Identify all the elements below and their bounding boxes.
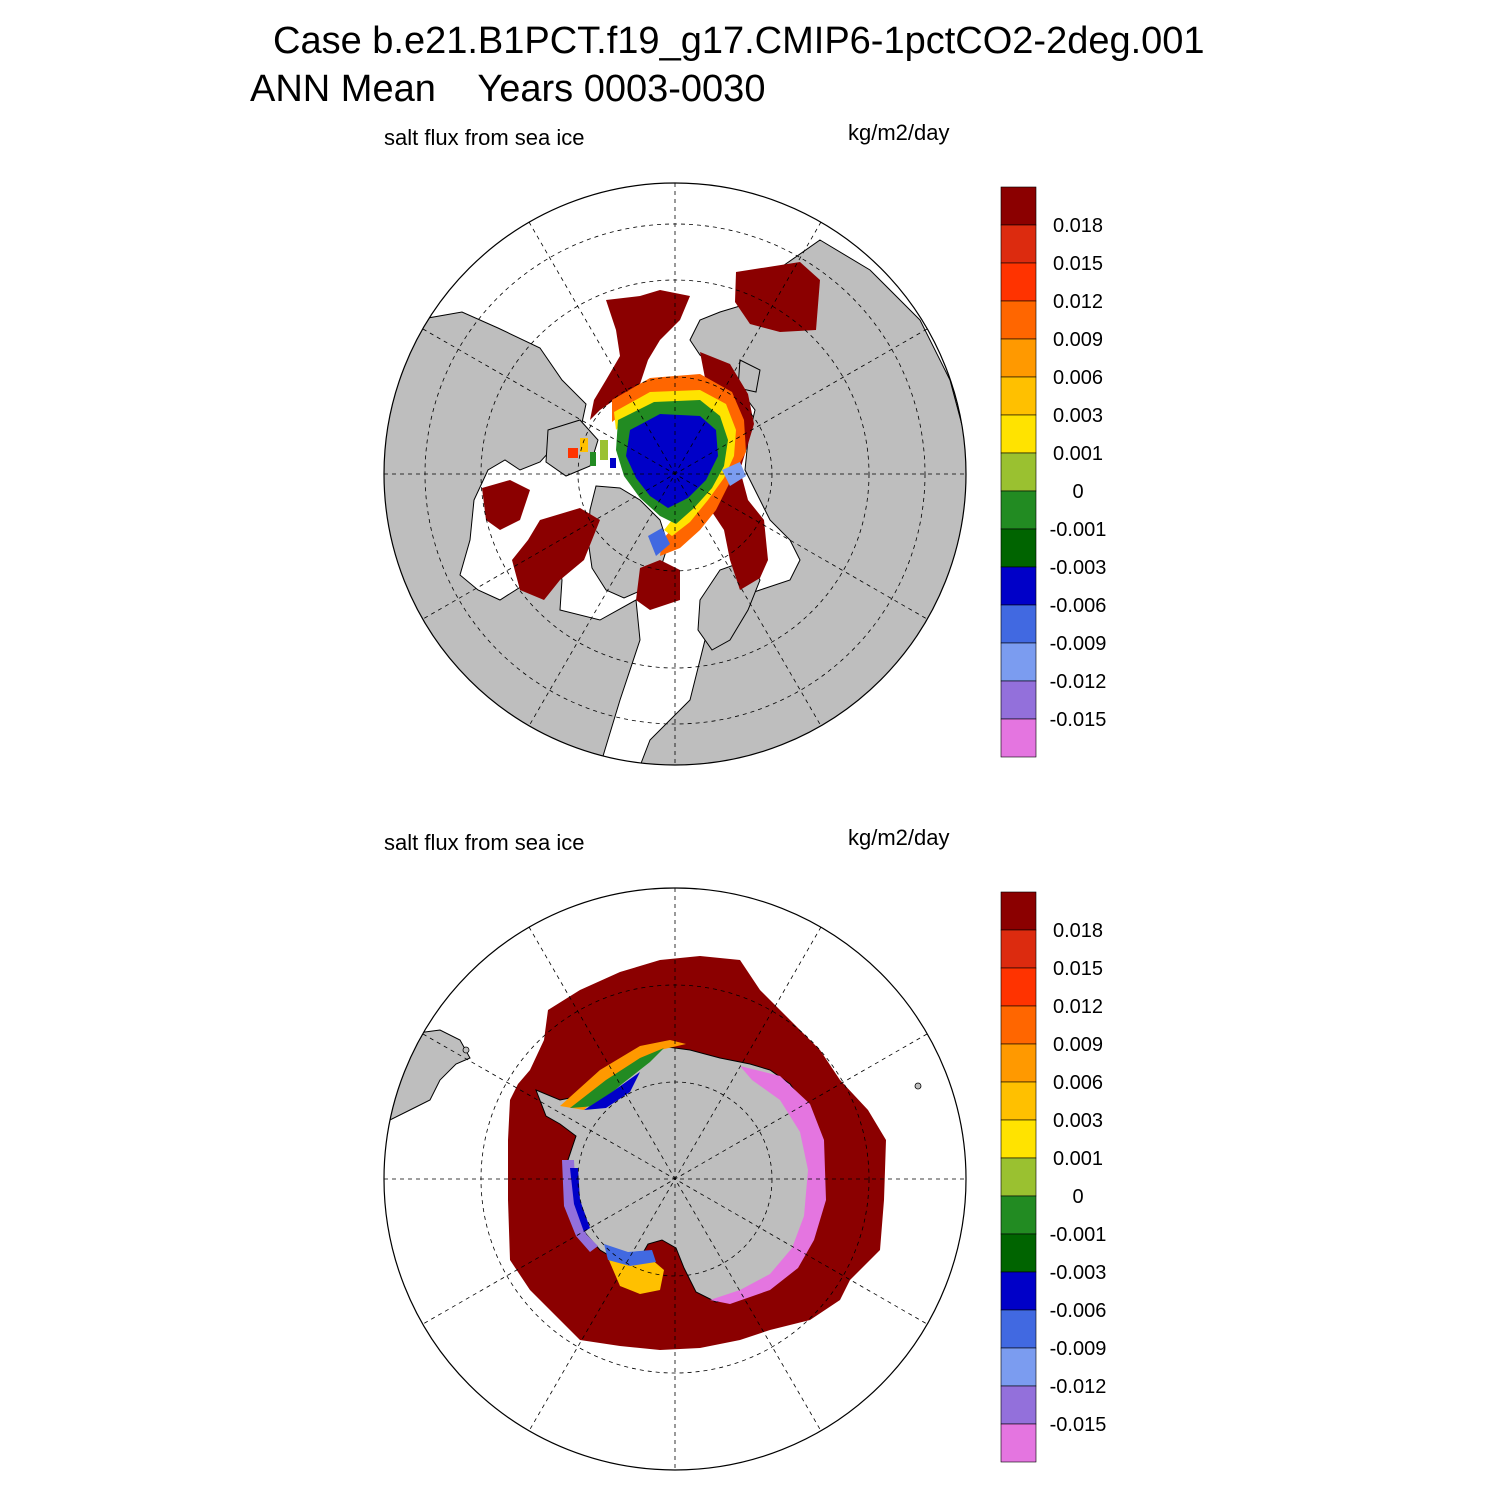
south-flux-weddell-green — [570, 1048, 664, 1108]
north-colorbar-tick-label: -0.009 — [1050, 633, 1107, 655]
north-colorbar-tick-label: -0.003 — [1050, 557, 1107, 579]
north-colorbar-swatch — [1000, 528, 1037, 568]
north-colorbar-tick-label: -0.012 — [1050, 671, 1107, 693]
south-colorbar-swatch — [1000, 1233, 1037, 1273]
north-colorbar-swatch — [1000, 414, 1037, 454]
south-panel-units-label: kg/m2/day — [848, 825, 950, 850]
south-colorbar-swatch — [1000, 1347, 1037, 1387]
north-colorbar-tick-label: 0.012 — [1053, 291, 1103, 313]
north-colorbar-swatch — [1000, 680, 1037, 720]
north-graticule — [384, 183, 966, 765]
south-colorbar-swatch — [1000, 1309, 1037, 1349]
south-colorbar-tick-label: 0.009 — [1053, 1034, 1103, 1056]
south-colorbar-tick-label: -0.006 — [1050, 1300, 1107, 1322]
south-map-border — [383, 887, 967, 1471]
south-colorbar-swatch — [1000, 1005, 1037, 1045]
north-colorbar-tick-label: -0.015 — [1050, 709, 1107, 731]
figure-title-line2: ANN Mean Years 0003-0030 — [250, 68, 766, 110]
north-colorbar-tick-label: 0.018 — [1053, 215, 1103, 237]
north-flux-band-orange — [612, 374, 746, 556]
north-panel-units-label: kg/m2/day — [848, 120, 950, 145]
south-colorbar-swatch — [1000, 1423, 1037, 1463]
north-panel-left-label: salt flux from sea ice — [384, 125, 585, 150]
south-colorbar-swatch — [1000, 967, 1037, 1007]
north-colorbar-swatch — [1000, 452, 1037, 492]
south-colorbar-swatch — [1000, 1271, 1037, 1311]
south-land-island — [914, 1082, 922, 1090]
south-colorbar-swatch — [1000, 891, 1037, 931]
south-polar-map — [383, 887, 967, 1471]
north-colorbar-tick-label: 0 — [1072, 481, 1083, 503]
south-colorbar-tick-label: 0.015 — [1053, 958, 1103, 980]
north-colorbar-swatch — [1000, 262, 1037, 302]
south-colorbar-tick-label: 0.003 — [1053, 1110, 1103, 1132]
north-colorbar-swatch — [1000, 642, 1037, 682]
south-colorbar-swatch — [1000, 1195, 1037, 1235]
north-colorbar-swatch — [1000, 566, 1037, 606]
south-graticule — [384, 888, 966, 1470]
north-colorbar-tick-label: 0.001 — [1053, 443, 1103, 465]
south-colorbar-swatch — [1000, 1043, 1037, 1083]
north-map-border — [383, 182, 967, 766]
north-colorbar-swatch — [1000, 718, 1037, 758]
north-colorbar-swatch — [1000, 186, 1037, 226]
south-colorbar-tick-label: 0 — [1072, 1186, 1083, 1208]
north-colorbar-swatch — [1000, 604, 1037, 644]
north-colorbar-swatch — [1000, 490, 1037, 530]
south-colorbar-tick-label: 0.006 — [1053, 1072, 1103, 1094]
south-panel-left-label: salt flux from sea ice — [384, 830, 585, 855]
south-flux-coastal-violet-west — [562, 1160, 598, 1252]
south-colorbar-swatch — [1000, 1157, 1037, 1197]
south-colorbar-tick-label: 0.012 — [1053, 996, 1103, 1018]
south-colorbar-tick-label: -0.003 — [1050, 1262, 1107, 1284]
south-colorbar-swatch — [1000, 1081, 1037, 1121]
north-colorbar-swatch — [1000, 376, 1037, 416]
north-colorbar-tick-label: -0.001 — [1050, 519, 1107, 541]
north-colorbar: 0.018 0.015 0.012 0.009 0.006 0.003 0.001 0 -0.0… — [1000, 186, 1107, 758]
north-colorbar-tick-label: 0.006 — [1053, 367, 1103, 389]
north-polar-map — [383, 182, 967, 766]
south-colorbar-swatch — [1000, 1119, 1037, 1159]
south-colorbar-tick-label: 0.018 — [1053, 920, 1103, 942]
north-colorbar-swatch — [1000, 224, 1037, 264]
north-colorbar-tick-label: -0.006 — [1050, 595, 1107, 617]
south-colorbar-tick-label: -0.001 — [1050, 1224, 1107, 1246]
south-flux-ross-band — [608, 1258, 664, 1294]
south-colorbar-swatch — [1000, 929, 1037, 969]
north-colorbar-tick-label: 0.015 — [1053, 253, 1103, 275]
south-flux-weddell-blue — [584, 1072, 640, 1110]
north-colorbar-tick-label: 0.003 — [1053, 405, 1103, 427]
north-flux-coastal-patches — [568, 438, 746, 556]
south-colorbar: 0.018 0.015 0.012 0.009 0.006 0.003 0.001 0 -0.0… — [1000, 891, 1107, 1463]
north-colorbar-tick-label: 0.009 — [1053, 329, 1103, 351]
north-flux-core-blue — [626, 414, 718, 508]
north-colorbar-swatch — [1000, 338, 1037, 378]
figure-title-line1: Case b.e21.B1PCT.f19_g17.CMIP6-1pctCO2-2… — [273, 20, 1205, 62]
north-flux-band-yellow — [614, 390, 736, 536]
south-colorbar-tick-label: -0.012 — [1050, 1376, 1107, 1398]
south-colorbar-tick-label: -0.009 — [1050, 1338, 1107, 1360]
south-land-island — [462, 1046, 470, 1054]
south-colorbar-tick-label: 0.001 — [1053, 1148, 1103, 1170]
south-flux-band-violet — [710, 1066, 826, 1304]
north-colorbar-swatch — [1000, 300, 1037, 340]
south-colorbar-swatch — [1000, 1385, 1037, 1425]
south-colorbar-tick-label: -0.015 — [1050, 1414, 1107, 1436]
south-flux-ross-blue — [604, 1244, 656, 1266]
